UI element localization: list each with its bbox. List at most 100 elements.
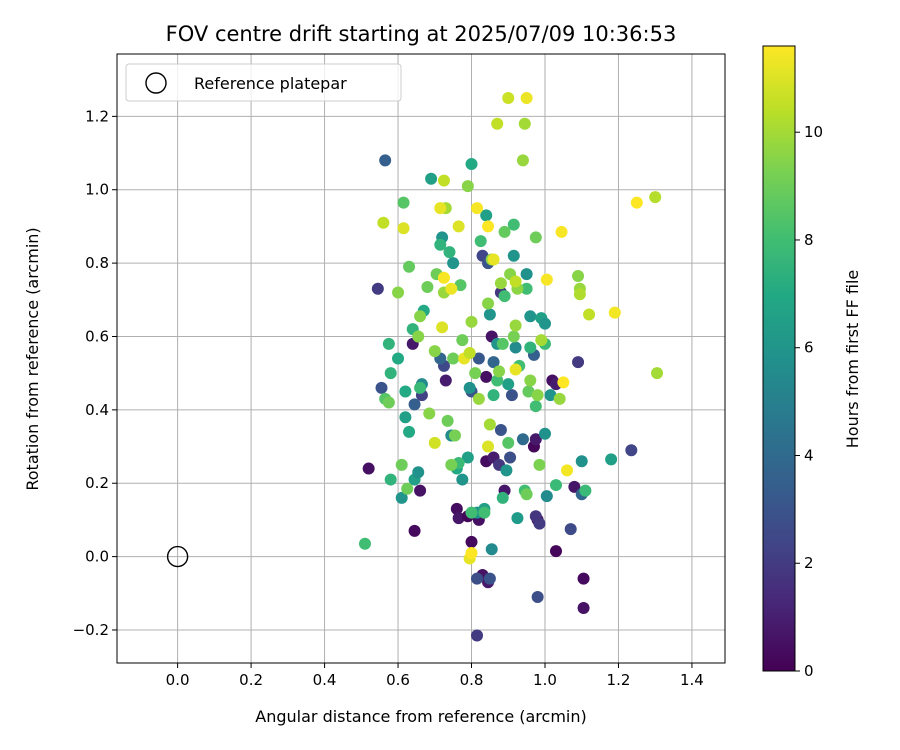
colorbar-tick-label: 2 — [804, 554, 814, 572]
data-point — [401, 482, 414, 495]
data-point — [516, 154, 529, 167]
data-point — [529, 510, 542, 523]
data-point — [379, 154, 392, 167]
data-point — [504, 451, 517, 464]
data-point — [529, 231, 542, 244]
colorbar-gradient — [762, 45, 796, 672]
data-point — [469, 367, 482, 380]
data-point — [511, 512, 524, 525]
data-point — [538, 317, 551, 330]
data-point — [452, 220, 465, 233]
data-point — [516, 433, 529, 446]
data-point — [493, 365, 506, 378]
data-point — [403, 425, 416, 438]
data-point — [509, 341, 522, 354]
data-point — [471, 572, 484, 585]
data-point — [487, 356, 500, 369]
data-point — [439, 374, 452, 387]
y-axis-label: Rotation from reference (arcmin) — [23, 227, 42, 490]
data-point — [649, 191, 662, 204]
data-point — [550, 545, 563, 558]
data-point — [437, 174, 450, 187]
data-point — [474, 235, 487, 248]
data-point — [408, 398, 421, 411]
colorbar-tick-label: 0 — [804, 662, 814, 680]
data-point — [450, 502, 463, 515]
x-tick-label: 0.0 — [166, 671, 190, 689]
data-point — [452, 512, 465, 525]
data-point — [529, 433, 542, 446]
data-point — [482, 440, 495, 453]
data-point — [524, 374, 537, 387]
data-point — [412, 330, 425, 343]
data-point — [538, 427, 551, 440]
data-point — [509, 275, 522, 288]
data-point — [397, 222, 410, 235]
data-point — [465, 546, 478, 559]
data-point — [483, 418, 496, 431]
x-tick-label: 1.2 — [607, 671, 631, 689]
data-point — [441, 414, 454, 427]
y-tick-label: 1.0 — [85, 181, 109, 199]
data-point — [472, 392, 485, 405]
data-point — [496, 337, 509, 350]
data-point — [520, 488, 533, 501]
colorbar-tick-label: 8 — [804, 231, 814, 249]
plot-frame — [116, 53, 726, 664]
data-point — [399, 411, 412, 424]
colorbar-tick-label: 6 — [804, 339, 814, 357]
data-point — [491, 374, 504, 387]
data-point — [414, 381, 427, 394]
y-tick-label: 0.2 — [85, 474, 109, 492]
data-point — [392, 286, 405, 299]
data-point — [500, 464, 513, 477]
data-point — [572, 269, 585, 282]
data-point — [502, 92, 515, 105]
data-point — [572, 356, 585, 369]
data-point — [371, 282, 384, 295]
data-point — [502, 378, 515, 391]
data-point — [483, 308, 496, 321]
data-point — [583, 308, 596, 321]
data-point — [487, 253, 500, 266]
data-point — [377, 216, 390, 229]
data-point — [408, 524, 421, 537]
data-point — [399, 385, 412, 398]
chart-title: FOV centre drift starting at 2025/07/09 … — [166, 22, 677, 46]
data-point — [496, 491, 509, 504]
data-point — [436, 321, 449, 334]
data-point — [575, 455, 588, 468]
data-point — [461, 451, 474, 464]
reference-marker — [166, 545, 189, 568]
data-point — [651, 367, 664, 380]
data-point — [522, 385, 535, 398]
data-point — [533, 458, 546, 471]
data-point — [447, 352, 460, 365]
data-point — [564, 523, 577, 536]
colorbar-tick-label: 10 — [804, 123, 823, 141]
data-point — [482, 297, 495, 310]
data-point — [577, 572, 590, 585]
legend: Reference platepar — [125, 63, 402, 102]
data-point — [524, 341, 537, 354]
data-point — [472, 352, 485, 365]
data-point — [463, 381, 476, 394]
data-point — [544, 389, 557, 402]
data-point — [561, 464, 574, 477]
x-tick-label: 1.4 — [680, 671, 704, 689]
data-point — [568, 480, 581, 493]
data-point — [531, 389, 544, 402]
data-point — [557, 376, 570, 389]
data-point — [478, 506, 491, 519]
plot-background — [117, 54, 725, 663]
data-point — [375, 381, 388, 394]
data-point — [487, 389, 500, 402]
data-point — [507, 330, 520, 343]
data-point — [540, 273, 553, 286]
data-point — [445, 282, 458, 295]
data-point — [494, 277, 507, 290]
data-point — [384, 473, 397, 486]
data-point — [358, 537, 371, 550]
data-point — [471, 629, 484, 642]
colorbar-ticks: 0 2 4 6 8 10 — [795, 123, 823, 680]
